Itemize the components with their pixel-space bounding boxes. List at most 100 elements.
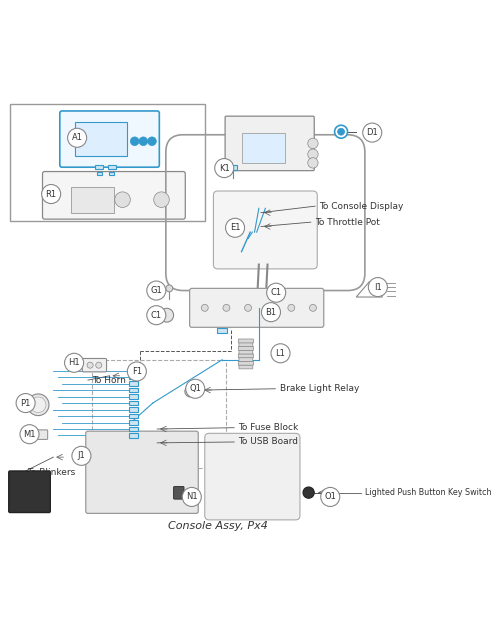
Circle shape bbox=[72, 446, 91, 465]
FancyBboxPatch shape bbox=[174, 487, 184, 499]
FancyBboxPatch shape bbox=[82, 358, 106, 372]
FancyBboxPatch shape bbox=[238, 339, 254, 343]
Circle shape bbox=[244, 304, 252, 311]
FancyBboxPatch shape bbox=[128, 382, 138, 385]
Text: P1: P1 bbox=[20, 399, 31, 408]
Text: O1: O1 bbox=[324, 492, 336, 501]
Circle shape bbox=[271, 344, 290, 363]
Circle shape bbox=[148, 137, 156, 146]
Circle shape bbox=[130, 137, 139, 146]
Text: H1: H1 bbox=[68, 358, 80, 367]
Circle shape bbox=[68, 128, 86, 147]
Text: D1: D1 bbox=[366, 128, 378, 137]
Circle shape bbox=[310, 304, 316, 311]
Ellipse shape bbox=[166, 285, 172, 292]
FancyBboxPatch shape bbox=[128, 375, 138, 379]
Text: L1: L1 bbox=[276, 349, 285, 358]
Circle shape bbox=[368, 277, 388, 297]
Circle shape bbox=[42, 185, 60, 204]
Circle shape bbox=[28, 394, 49, 416]
FancyBboxPatch shape bbox=[109, 172, 114, 175]
FancyBboxPatch shape bbox=[42, 172, 186, 219]
FancyBboxPatch shape bbox=[86, 431, 198, 513]
Ellipse shape bbox=[185, 385, 196, 397]
Bar bbox=[70, 187, 114, 213]
Circle shape bbox=[64, 353, 84, 372]
Text: Brake Light Relay: Brake Light Relay bbox=[280, 384, 359, 393]
Circle shape bbox=[226, 218, 244, 237]
FancyBboxPatch shape bbox=[95, 165, 102, 170]
FancyBboxPatch shape bbox=[60, 111, 160, 167]
FancyBboxPatch shape bbox=[205, 434, 300, 520]
Circle shape bbox=[87, 362, 93, 368]
Circle shape bbox=[115, 192, 130, 208]
Circle shape bbox=[154, 192, 170, 208]
FancyBboxPatch shape bbox=[238, 346, 254, 350]
Circle shape bbox=[16, 394, 35, 413]
FancyBboxPatch shape bbox=[238, 354, 254, 358]
Circle shape bbox=[186, 379, 205, 398]
Circle shape bbox=[30, 397, 46, 413]
Text: J1: J1 bbox=[78, 451, 86, 460]
FancyBboxPatch shape bbox=[190, 289, 324, 327]
Text: I1: I1 bbox=[374, 282, 382, 292]
Circle shape bbox=[303, 487, 314, 498]
FancyBboxPatch shape bbox=[128, 427, 138, 431]
Circle shape bbox=[362, 123, 382, 142]
Bar bbox=[92, 360, 226, 468]
Circle shape bbox=[334, 125, 347, 138]
FancyBboxPatch shape bbox=[239, 350, 253, 354]
FancyBboxPatch shape bbox=[238, 361, 254, 365]
Circle shape bbox=[266, 304, 273, 311]
FancyBboxPatch shape bbox=[228, 165, 237, 170]
FancyBboxPatch shape bbox=[108, 165, 116, 170]
Text: K1: K1 bbox=[219, 163, 230, 173]
Circle shape bbox=[223, 304, 230, 311]
Circle shape bbox=[308, 138, 318, 149]
Circle shape bbox=[147, 281, 166, 300]
Text: E1: E1 bbox=[230, 223, 240, 232]
Text: F1: F1 bbox=[132, 367, 142, 376]
FancyBboxPatch shape bbox=[239, 365, 253, 369]
Circle shape bbox=[182, 487, 202, 506]
Text: To Fuse Block: To Fuse Block bbox=[238, 423, 299, 432]
FancyBboxPatch shape bbox=[239, 358, 253, 361]
FancyBboxPatch shape bbox=[214, 191, 318, 269]
FancyBboxPatch shape bbox=[8, 471, 50, 513]
Circle shape bbox=[128, 362, 146, 381]
Text: To USB Board: To USB Board bbox=[238, 437, 298, 446]
Text: A1: A1 bbox=[72, 134, 83, 142]
FancyBboxPatch shape bbox=[128, 368, 138, 373]
Bar bbox=[242, 132, 285, 163]
Circle shape bbox=[308, 149, 318, 160]
Circle shape bbox=[308, 158, 318, 168]
FancyBboxPatch shape bbox=[128, 401, 138, 405]
Circle shape bbox=[320, 487, 340, 506]
Text: C1: C1 bbox=[270, 288, 281, 298]
Text: To Horn: To Horn bbox=[92, 375, 126, 385]
Circle shape bbox=[202, 304, 208, 311]
FancyBboxPatch shape bbox=[128, 420, 138, 425]
FancyBboxPatch shape bbox=[97, 172, 102, 175]
Circle shape bbox=[338, 128, 344, 135]
Bar bbox=[75, 122, 127, 156]
Bar bbox=[10, 104, 205, 222]
Text: C1: C1 bbox=[150, 311, 162, 320]
Text: N1: N1 bbox=[186, 492, 198, 501]
Text: R1: R1 bbox=[46, 189, 56, 199]
Ellipse shape bbox=[160, 308, 173, 322]
Circle shape bbox=[139, 137, 147, 146]
FancyBboxPatch shape bbox=[33, 430, 48, 439]
FancyBboxPatch shape bbox=[128, 434, 138, 437]
FancyBboxPatch shape bbox=[128, 394, 138, 399]
FancyBboxPatch shape bbox=[225, 116, 314, 171]
Circle shape bbox=[214, 158, 234, 178]
Circle shape bbox=[262, 303, 280, 322]
Circle shape bbox=[147, 306, 166, 325]
Text: Lighted Push Button Key Switch: Lighted Push Button Key Switch bbox=[365, 488, 492, 497]
FancyBboxPatch shape bbox=[239, 342, 253, 347]
Circle shape bbox=[20, 425, 39, 444]
Text: M1: M1 bbox=[24, 430, 36, 439]
Circle shape bbox=[288, 304, 295, 311]
FancyBboxPatch shape bbox=[216, 327, 228, 333]
